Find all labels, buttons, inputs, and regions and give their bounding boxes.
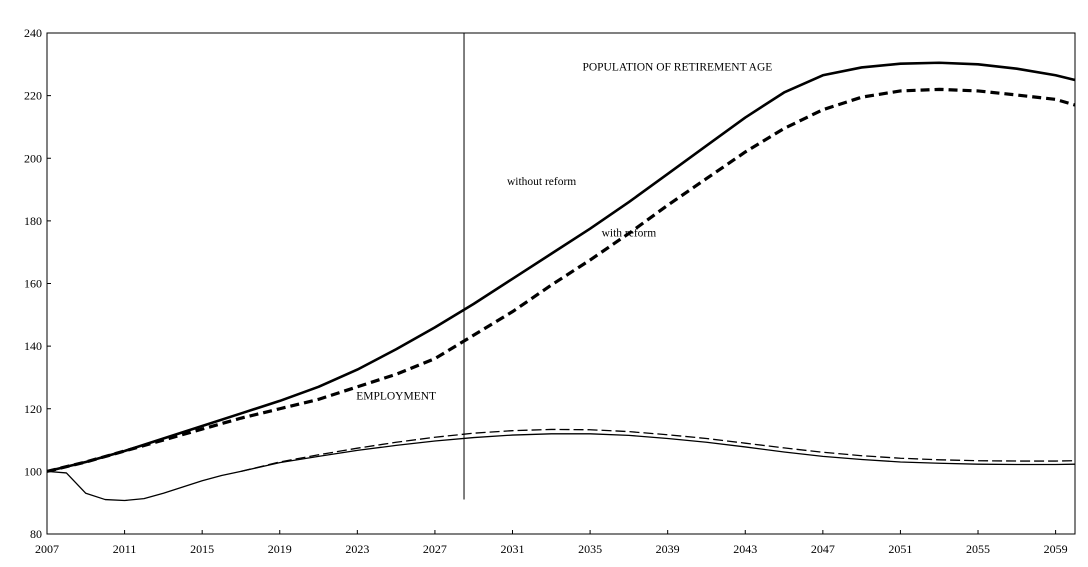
series-layer	[46, 61, 1076, 502]
annotation-population-of-retirement-age: POPULATION OF RETIREMENT AGE	[582, 62, 772, 74]
x-axis: 2007 2011 2015 2019 2023 2027 2031 2035 2039 2043…	[35, 530, 1068, 556]
x-tick-label: 2031	[501, 542, 525, 556]
y-tick-label: 200	[24, 151, 42, 165]
series-line-population-of-retirement-age-without-reform	[46, 61, 1076, 473]
series-line-employment-without-reform	[46, 433, 1076, 502]
y-tick-label: 160	[24, 277, 42, 291]
y-tick-label: 140	[24, 339, 42, 353]
x-tick-label: 2035	[578, 542, 602, 556]
x-tick-label: 2043	[733, 542, 757, 556]
plot-area-frame	[46, 32, 1076, 535]
x-tick-label: 2023	[345, 542, 369, 556]
y-tick-label: 100	[24, 464, 42, 478]
x-tick-label: 2047	[811, 542, 835, 556]
annotation-without-reform: without reform	[507, 176, 576, 188]
y-axis: 80 100 120 140 160 180 200 220 240	[24, 26, 51, 541]
annotation-employment: EMPLOYMENT	[356, 390, 436, 402]
x-tick-label: 2019	[268, 542, 292, 556]
annotation-layer: POPULATION OF RETIREMENT AGE without refo…	[356, 62, 772, 403]
x-tick-label: 2039	[656, 542, 680, 556]
series-line-population-of-retirement-age-with-reform	[46, 87, 1076, 473]
y-tick-label: 120	[24, 402, 42, 416]
y-tick-label: 240	[24, 26, 42, 40]
x-tick-label: 2015	[190, 542, 214, 556]
y-tick-label: 180	[24, 214, 42, 228]
x-tick-label: 2055	[966, 542, 990, 556]
x-tick-label: 2051	[888, 542, 912, 556]
x-tick-label: 2027	[423, 542, 447, 556]
x-tick-label: 2007	[35, 542, 59, 556]
y-tick-label: 80	[30, 527, 42, 541]
x-tick-label: 2011	[113, 542, 137, 556]
x-tick-label: 2059	[1044, 542, 1068, 556]
annotation-with-reform: with reform	[602, 228, 657, 240]
series-line-employment-with-reform	[240, 428, 1076, 473]
y-tick-label: 220	[24, 89, 42, 103]
